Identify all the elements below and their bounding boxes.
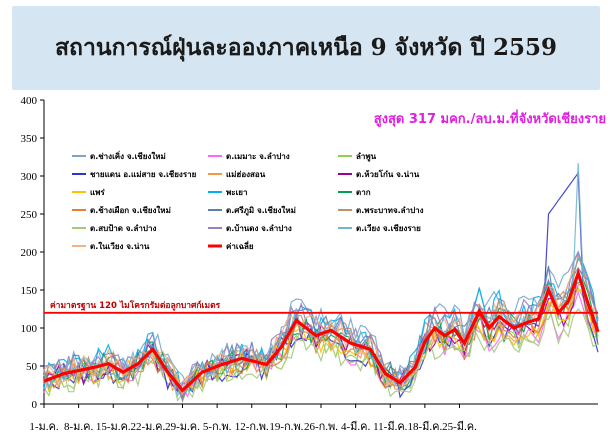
y-tick-labels: 0 50 100 150 200 250 300 350 400 [21,95,38,411]
chart-legend: ต.ช่างเคิ่ง จ.เชียงใหม่ ต.เมมาะ จ.ลำปาง ลำ… [72,150,424,251]
y-tick-label: 400 [21,95,38,107]
legend-label: ค่าเฉลี่ย [226,240,254,251]
legend-label: ต.บ้านดง จ.ลำปาง [226,223,292,233]
x-tick-label: 15-ม.ค. [96,421,131,433]
legend-label: ต.ศรีภูมิ จ.เชียงใหม่ [226,205,296,216]
y-tick-label: 100 [21,323,38,335]
x-tick-label: 12-ก.พ. [235,421,269,433]
legend-label: พะเยา [226,188,247,197]
legend-label: ต.ห้วยโก๋น จ.น่าน [356,169,420,179]
x-tick-label: 18-มี.ค. [407,420,442,433]
legend-label: ต.ในเวียง จ.น่าน [90,241,150,251]
chart-axes [40,99,598,408]
standard-label: ค่ามาตรฐาน 120 ไมโครกรัมต่อลูกบาศก์เมตร [50,300,221,311]
x-tick-label: 1-ม.ค. [29,421,59,433]
peak-annotation: สูงสุด 317 มคก./ลบ.ม.ที่จังหวัดเชียงราย [374,109,606,127]
y-tick-label: 200 [21,247,38,259]
legend-label: ต.ช่างเคิ่ง จ.เชียงใหม่ [90,150,166,161]
x-tick-label: 25-มี.ค. [442,420,477,433]
x-tick-label: 29-ม.ค. [165,421,200,433]
legend-label: ต.เวียง จ.เชียงราย [356,223,421,233]
page-title: สถานการณ์ฝุ่นละอองภาคเหนือ 9 จังหวัด ปี … [54,34,558,61]
y-tick-label: 50 [26,361,38,373]
x-tick-label: 22-ม.ค. [130,421,165,433]
y-tick-label: 300 [21,171,38,183]
y-tick-label: 0 [32,399,38,411]
legend-label: แม่ฮ่องสอน [226,170,266,179]
x-tick-label: 4-มี.ค. [341,420,371,433]
y-tick-label: 250 [21,209,38,221]
legend-label: แพร่ [90,188,105,197]
series-lines [43,163,599,404]
x-tick-labels: 1-ม.ค. 8-ม.ค. 15-ม.ค. 22-ม.ค. 29-ม.ค. 5-ก.พ. 1… [29,420,477,433]
x-tick-label: 19-ก.พ. [269,421,303,433]
series-line [43,304,599,402]
legend-label: ต.ช้างเผือก จ.เชียงใหม่ [90,205,171,215]
x-tick-label: 5-ก.พ. [203,421,232,433]
legend-label: ชายแดน อ.แม่สาย จ.เชียงราย [90,169,197,179]
x-tick-label: 8-ม.ค. [64,421,94,433]
legend-label: ต.เมมาะ จ.ลำปาง [226,152,290,161]
series-line [43,268,599,396]
x-tick-label: 26-ก.พ. [304,421,338,433]
legend-label: ตาก [356,188,371,197]
legend-label: ต.สบป้าด จ.ลำปาง [90,223,156,233]
legend-label: ลำพูน [356,152,377,162]
y-tick-label: 350 [21,133,38,145]
y-tick-label: 150 [21,285,38,297]
x-tick-label: 11-มี.ค. [373,420,408,433]
series-line [43,258,599,400]
average-line [43,268,600,393]
title-banner: สถานการณ์ฝุ่นละอองภาคเหนือ 9 จังหวัด ปี … [12,6,600,90]
legend-label: ต.พระบาทจ.ลำปาง [356,206,424,215]
